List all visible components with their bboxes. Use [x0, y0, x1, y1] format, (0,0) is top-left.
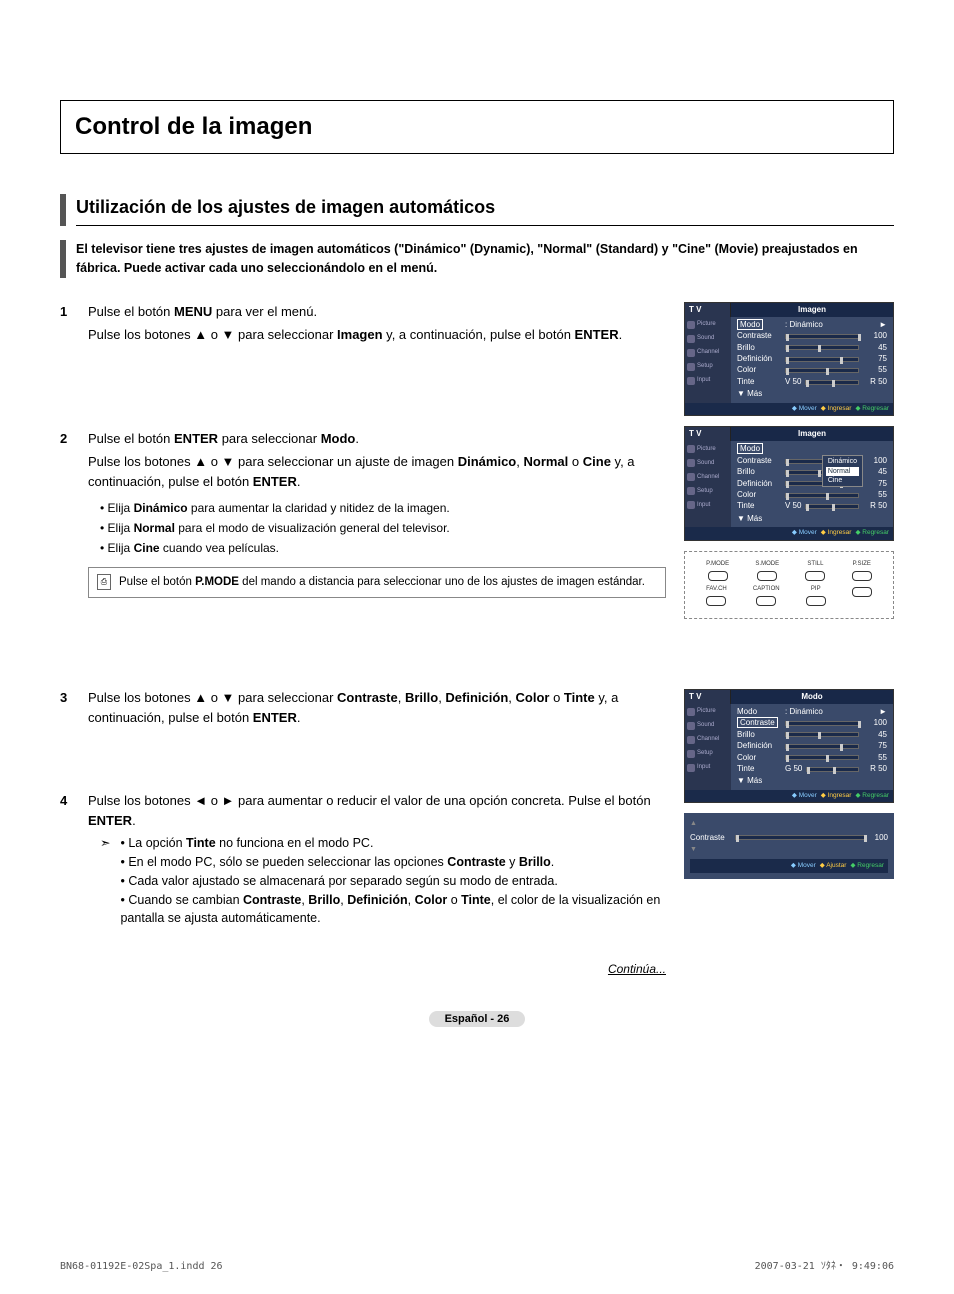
step-4-sub-4: • Cuando se cambian Contraste, Brillo, D…	[120, 891, 666, 929]
osd-column: T VImagen PictureSoundChannelSetupInput …	[684, 302, 894, 979]
section-heading: Utilización de los ajustes de imagen aut…	[76, 194, 894, 226]
step-4-line-1: Pulse los botones ◄ o ► para aumentar o …	[88, 791, 666, 830]
remote-diagram: P.MODES.MODESTILLP.SIZEFAV.CHCAPTIONPIP	[684, 551, 894, 619]
step-2-bullets: Elija Dinámico para aumentar la claridad…	[100, 499, 666, 557]
step-2-note-text: Pulse el botón P.MODE del mando a distan…	[119, 574, 645, 591]
intro-text: El televisor tiene tres ajustes de image…	[60, 240, 894, 278]
step-1-body: Pulse el botón MENU para ver el menú. Pu…	[88, 302, 666, 349]
step-2-line-1: Pulse el botón ENTER para seleccionar Mo…	[88, 429, 666, 449]
step-4-sub-2: • En el modo PC, sólo se pueden seleccio…	[120, 853, 666, 872]
step-2-bullet-1: Elija Dinámico para aumentar la claridad…	[100, 499, 666, 517]
instructions-column: 1 Pulse el botón MENU para ver el menú. …	[60, 302, 666, 979]
step-3-line-1: Pulse los botones ▲ o ▼ para seleccionar…	[88, 688, 666, 727]
step-3-body: Pulse los botones ▲ o ▼ para seleccionar…	[88, 688, 666, 731]
step-1-num: 1	[60, 302, 74, 349]
step-2-line-2: Pulse los botones ▲ o ▼ para seleccionar…	[88, 452, 666, 491]
print-file: BN68-01192E-02Spa_1.indd 26	[60, 1259, 223, 1274]
main-title-box: Control de la imagen	[60, 100, 894, 154]
step-2-note: ⎙ Pulse el botón P.MODE del mando a dist…	[88, 567, 666, 598]
content-columns: 1 Pulse el botón MENU para ver el menú. …	[60, 302, 894, 979]
step-3: 3 Pulse los botones ▲ o ▼ para seleccion…	[60, 688, 666, 731]
step-2-bullet-2: Elija Normal para el modo de visualizaci…	[100, 519, 666, 537]
step-4: 4 Pulse los botones ◄ o ► para aumentar …	[60, 791, 666, 932]
step-1-line-1: Pulse el botón MENU para ver el menú.	[88, 302, 666, 322]
step-4-arrow-list: • La opción Tinte no funciona en el modo…	[100, 834, 666, 928]
step-2: 2 Pulse el botón ENTER para seleccionar …	[60, 429, 666, 599]
remote-icon: ⎙	[97, 574, 111, 590]
step-2-num: 2	[60, 429, 74, 599]
step-3-num: 3	[60, 688, 74, 731]
step-4-num: 4	[60, 791, 74, 932]
step-4-arrow-item: • La opción Tinte no funciona en el modo…	[100, 834, 666, 928]
main-title: Control de la imagen	[75, 109, 879, 145]
osd-screen-2: T VImagen PictureSoundChannelSetupInput …	[684, 426, 894, 541]
section-heading-wrap: Utilización de los ajustes de imagen aut…	[60, 194, 894, 226]
step-4-body: Pulse los botones ◄ o ► para aumentar o …	[88, 791, 666, 932]
step-4-sub-3: • Cada valor ajustado se almacenará por …	[120, 872, 666, 891]
continua-text: Continúa...	[60, 960, 666, 978]
step-4-sub-1: • La opción Tinte no funciona en el modo…	[120, 834, 666, 853]
print-timestamp: 2007-03-21 ｿﾀﾈ・ 9:49:06	[755, 1259, 894, 1274]
page-footer: Español - 26	[60, 1008, 894, 1028]
print-metadata: BN68-01192E-02Spa_1.indd 26 2007-03-21 ｿ…	[60, 1259, 894, 1274]
step-2-bullet-3: Elija Cine cuando vea películas.	[100, 539, 666, 557]
step-1: 1 Pulse el botón MENU para ver el menú. …	[60, 302, 666, 349]
osd-slider-panel: ▲ Contraste100 ▼ ◆ Mover◆ Ajustar◆ Regre…	[684, 813, 894, 879]
step-2-body: Pulse el botón ENTER para seleccionar Mo…	[88, 429, 666, 599]
osd-screen-1: T VImagen PictureSoundChannelSetupInput …	[684, 302, 894, 417]
page-number: Español - 26	[429, 1011, 526, 1027]
step-1-line-2: Pulse los botones ▲ o ▼ para seleccionar…	[88, 325, 666, 345]
osd-screen-3: T VModo PictureSoundChannelSetupInput Mo…	[684, 689, 894, 804]
